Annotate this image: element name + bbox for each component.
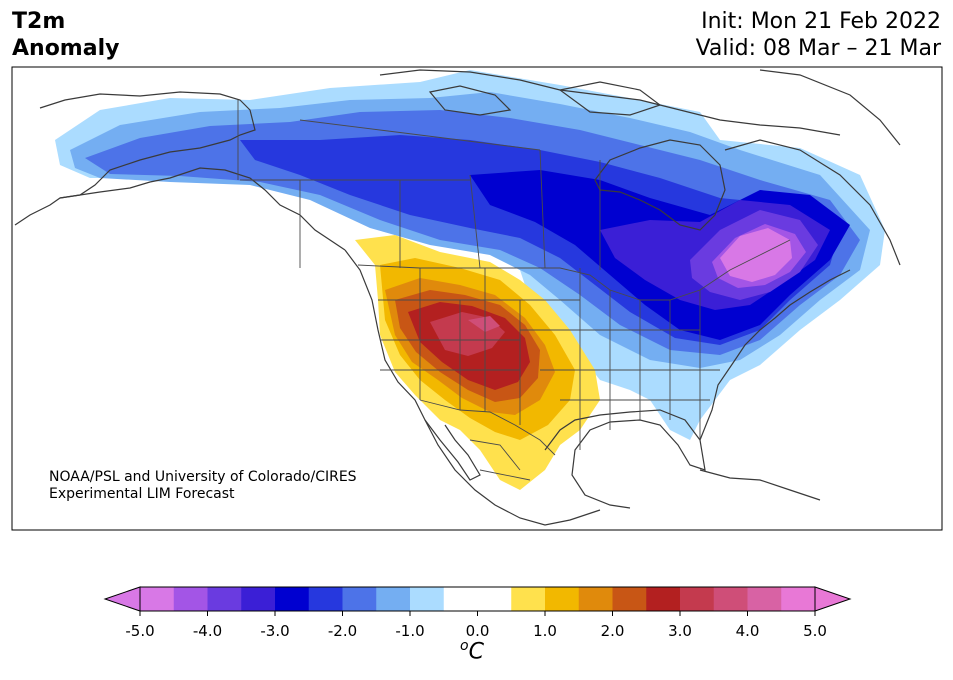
credit-text: NOAA/PSL and University of Colorado/CIRE… bbox=[49, 469, 357, 503]
colorbar-segment bbox=[680, 587, 715, 611]
colorbar-segment bbox=[376, 587, 411, 611]
title-line-2: Anomaly bbox=[12, 36, 120, 61]
colorbar-tick-label: 3.0 bbox=[668, 622, 692, 640]
us-states-east bbox=[520, 268, 720, 450]
colorbar-segment bbox=[781, 587, 816, 611]
colorbar-segment bbox=[275, 587, 310, 611]
colorbar-segment bbox=[443, 587, 512, 611]
date-info: Init: Mon 21 Feb 2022 Valid: 08 Mar – 21… bbox=[696, 8, 941, 62]
us-canada-border bbox=[357, 239, 791, 301]
colorbar-extend-low bbox=[103, 586, 141, 612]
warm-anomaly-shading bbox=[355, 235, 600, 490]
unit-letter: C bbox=[468, 639, 484, 665]
hudson-bay bbox=[594, 139, 726, 231]
colorbar-segment bbox=[747, 587, 782, 611]
political-borders bbox=[237, 100, 791, 481]
colorbar-tick-label: -5.0 bbox=[125, 622, 154, 640]
colorbar-segment bbox=[511, 587, 546, 611]
colorbar-tick-label: -3.0 bbox=[260, 622, 289, 640]
canada-provinces bbox=[240, 119, 601, 270]
colorbar-unit: oC bbox=[460, 638, 484, 664]
colorbar-segment bbox=[545, 587, 580, 611]
valid-date: Valid: 08 Mar – 21 Mar bbox=[695, 36, 941, 61]
arctic-islands bbox=[379, 69, 841, 136]
map-frame bbox=[11, 66, 943, 531]
us-mexico-border bbox=[419, 399, 556, 456]
degree-symbol: o bbox=[460, 638, 469, 654]
colorbar-tick-label: -2.0 bbox=[328, 622, 357, 640]
baja bbox=[424, 419, 481, 481]
alaska-peninsula bbox=[59, 167, 346, 251]
cold-anomaly-shading bbox=[55, 70, 885, 440]
coastlines bbox=[14, 69, 901, 526]
labrador bbox=[724, 139, 901, 266]
greenland-edge bbox=[759, 69, 901, 146]
arctic-island-1 bbox=[428, 85, 512, 116]
colorbar-segment bbox=[342, 587, 377, 611]
arctic-island-2 bbox=[558, 81, 662, 116]
gulf-coast bbox=[544, 409, 706, 509]
colorbar-segment bbox=[646, 587, 681, 611]
colorbar-segment bbox=[207, 587, 242, 611]
mexico-states bbox=[469, 439, 531, 481]
us-states-west bbox=[378, 268, 580, 425]
credit-line-2: Experimental LIM Forecast bbox=[49, 486, 235, 502]
colorbar-tick-label: 5.0 bbox=[803, 622, 827, 640]
colorbar-segment bbox=[410, 587, 445, 611]
colorbar-segment bbox=[713, 587, 748, 611]
east-coast bbox=[699, 269, 851, 441]
warm-region-peak bbox=[468, 316, 500, 332]
colorbar-tick-label: 2.0 bbox=[601, 622, 625, 640]
colorbar-segment bbox=[140, 587, 175, 611]
colorbar-segment bbox=[612, 587, 647, 611]
colorbar-tick-label: -1.0 bbox=[395, 622, 424, 640]
cold-region-core bbox=[720, 228, 792, 282]
colorbar-extend-high bbox=[814, 586, 852, 612]
colorbar-segment bbox=[578, 587, 613, 611]
colorbar-tick-label: -4.0 bbox=[193, 622, 222, 640]
colorbar-tick-label: 1.0 bbox=[533, 622, 557, 640]
colorbar-segment bbox=[241, 587, 276, 611]
caribbean bbox=[699, 469, 821, 501]
credit-line-1: NOAA/PSL and University of Colorado/CIRE… bbox=[49, 469, 357, 485]
init-date: Init: Mon 21 Feb 2022 bbox=[701, 9, 941, 34]
map-title: T2m Anomaly bbox=[12, 8, 119, 62]
colorbar-tick-label: 4.0 bbox=[736, 622, 760, 640]
title-line-1: T2m bbox=[12, 9, 66, 34]
pacific-coast bbox=[344, 249, 601, 526]
colorbar-segment bbox=[308, 587, 343, 611]
colorbar-segment bbox=[173, 587, 208, 611]
colorbar-tick-label: 0.0 bbox=[466, 622, 490, 640]
